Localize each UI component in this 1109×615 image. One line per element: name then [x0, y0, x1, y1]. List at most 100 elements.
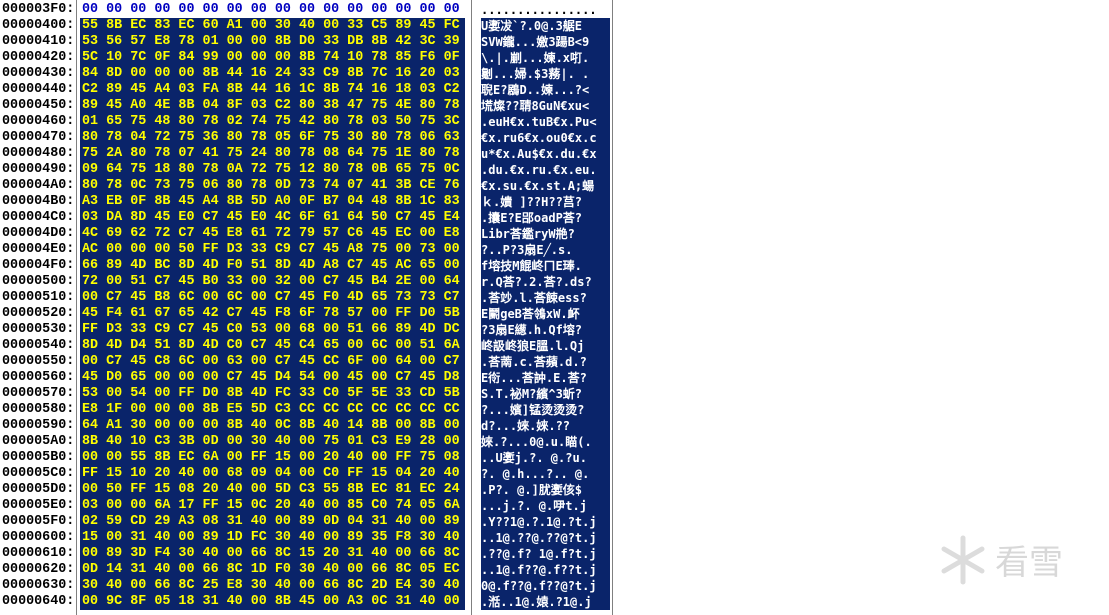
hex-bytes: 00 89 3D F4 30 40 00 66 8C 15 20 31 40 0… [80, 546, 465, 562]
ascii-text: .荅竗.l.荅餗ess? [481, 290, 610, 306]
address: 00000590: [2, 418, 75, 433]
hex-bytes: 00 C7 45 B8 6C 00 6C 00 C7 45 F0 4D 65 7… [80, 290, 465, 306]
address: 00000410: [2, 34, 75, 49]
ascii-text: .du.€x.ru.€x.eu. [481, 162, 610, 178]
address: 000005E0: [2, 498, 75, 513]
ascii-text: f塎技M餛峂ㄇE琫. [481, 258, 610, 274]
ascii-text: Libr荅鑑ryW艵? [481, 226, 610, 242]
address: 00000600: [2, 530, 75, 545]
hex-row: 000004E0: AC 00 00 00 50 FF D3 33 C9 C7 4… [0, 242, 612, 258]
address: 000004E0: [2, 242, 75, 257]
hex-row: 00000620: 0D 14 31 40 00 66 8C 1D F0 30 4… [0, 562, 612, 578]
hex-row: 00000410: 53 56 57 E8 78 01 00 00 8B D0 3… [0, 34, 612, 50]
ascii-text: 聣E?鶋D..媡...?< [481, 82, 610, 98]
hex-bytes: 00 00 55 8B EC 6A 00 FF 15 00 20 40 00 F… [80, 450, 465, 466]
separator [471, 0, 472, 615]
ascii-text: u*€x.Au$€x.du.€x [481, 146, 610, 162]
watermark: 看雪 [995, 543, 1063, 583]
ascii-text: d?...婡.婡.?? [481, 418, 610, 434]
ascii-text: E鬭geB荅鴒xW.衃 [481, 306, 610, 322]
hex-bytes: E8 1F 00 00 00 8B E5 5D C3 CC CC CC CC C… [80, 402, 465, 418]
hex-bytes: 5C 10 7C 0F 84 99 00 00 00 8B 74 10 78 8… [80, 50, 465, 66]
hex-row: 00000400: 55 8B EC 83 EC 60 A1 00 30 40 0… [0, 18, 612, 34]
hex-bytes: A3 EB 0F 8B 45 A4 8B 5D A0 0F B7 04 48 8… [80, 194, 465, 210]
hex-row: 00000520: 45 F4 61 67 65 42 C7 45 F8 6F 7… [0, 306, 612, 322]
hex-bytes: 64 A1 30 00 00 00 8B 40 0C 8B 40 14 8B 0… [80, 418, 465, 434]
hex-bytes: 8D 4D D4 51 8D 4D C0 C7 45 C4 65 00 6C 0… [80, 338, 465, 354]
hex-row: 000004F0: 66 89 4D BC 8D 4D F0 51 8D 4D A… [0, 258, 612, 274]
hex-bytes: 03 DA 8D 45 E0 C7 45 E0 4C 6F 61 64 50 C… [80, 210, 465, 226]
address: 000004A0: [2, 178, 75, 193]
ascii-text: .Y??1@.?.1@.?t.j [481, 514, 610, 530]
ascii-text: ..1@.??@.??@?t.j [481, 530, 610, 546]
address: 000004F0: [2, 258, 75, 273]
ascii-text: ｋ.嬇 ]??H??莒? [481, 194, 610, 210]
hex-row: 00000480: 75 2A 80 78 07 41 75 24 80 78 0… [0, 146, 612, 162]
ascii-text: .湉..1@.媴.?1@.j [481, 594, 610, 610]
ascii-text: r.Q荅?.2.荅?.ds? [481, 274, 610, 290]
hex-bytes: 53 56 57 E8 78 01 00 00 8B D0 33 DB 8B 4… [80, 34, 465, 50]
address: 00000430: [2, 66, 75, 81]
hex-bytes: 15 00 31 40 00 89 1D FC 30 40 00 89 35 F… [80, 530, 465, 546]
ascii-text: .攮E?E郘oadP荅? [481, 210, 610, 226]
hex-bytes: 72 00 51 C7 45 B0 33 00 32 00 C7 45 B4 2… [80, 274, 465, 290]
hex-bytes: 84 8D 00 00 00 8B 44 16 24 33 C9 8B 7C 1… [80, 66, 465, 82]
hex-row: 00000510: 00 C7 45 B8 6C 00 6C 00 C7 45 F… [0, 290, 612, 306]
hex-bytes: 80 78 0C 73 75 06 80 78 0D 73 74 07 41 3… [80, 178, 465, 194]
hex-bytes: AC 00 00 00 50 FF D3 33 C9 C7 45 A8 75 0… [80, 242, 465, 258]
address: 00000400: [2, 18, 75, 33]
address: 00000620: [2, 562, 75, 577]
hex-bytes: 75 2A 80 78 07 41 75 24 80 78 08 64 75 1… [80, 146, 465, 162]
hex-row: 00000600: 15 00 31 40 00 89 1D FC 30 40 0… [0, 530, 612, 546]
hex-row: 000004B0: A3 EB 0F 8B 45 A4 8B 5D A0 0F B… [0, 194, 612, 210]
hex-bytes: 80 78 04 72 75 36 80 78 05 6F 75 30 80 7… [80, 130, 465, 146]
ascii-text: E衑...荅訲.E.荅? [481, 370, 610, 386]
ascii-text: ................ [481, 3, 597, 17]
ascii-text: ?3扇E繱.h.Qf塎? [481, 322, 610, 338]
address: 00000550: [2, 354, 75, 369]
hex-bytes: 00 50 FF 15 08 20 40 00 5D C3 55 8B EC 8… [80, 482, 465, 498]
hex-bytes: 8B 40 10 C3 3B 0D 00 30 40 00 75 01 C3 E… [80, 434, 465, 450]
hex-row: 00000570: 53 00 54 00 FF D0 8B 4D FC 33 C… [0, 386, 612, 402]
hex-row: 00000530: FF D3 33 C9 C7 45 C0 53 00 68 0… [0, 322, 612, 338]
ascii-text: S.T.袐M?繽^3蚚? [481, 386, 610, 402]
hex-row: 000004C0: 03 DA 8D 45 E0 C7 45 E0 4C 6F 6… [0, 210, 612, 226]
hex-bytes: 55 8B EC 83 EC 60 A1 00 30 40 00 33 C5 8… [80, 18, 465, 34]
ascii-text: ?..P?3扇E╱.s. [481, 242, 610, 258]
address: 00000420: [2, 50, 75, 65]
ascii-text: ..1@.f??@.f??t.j [481, 562, 610, 578]
ascii-text: SVW鑨...嬓3踼B<9 [481, 34, 610, 50]
hex-row: 00000640: 00 9C 8F 05 18 31 40 00 8B 45 0… [0, 594, 612, 610]
address: 00000440: [2, 82, 75, 97]
address: 00000510: [2, 290, 75, 305]
ascii-text: €x.ru6€x.ou0€x.c [481, 130, 610, 146]
hex-row: 000005D0: 00 50 FF 15 08 20 40 00 5D C3 5… [0, 482, 612, 498]
hex-bytes: 09 64 75 18 80 78 0A 72 75 12 80 78 0B 6… [80, 162, 465, 178]
ascii-text: \.|.剻...媡.x咑. [481, 50, 610, 66]
hex-bytes: 01 65 75 48 80 78 02 74 75 42 80 78 03 5… [80, 114, 465, 130]
hex-row: 000005E0: 03 00 00 6A 17 FF 15 0C 20 40 0… [0, 498, 612, 514]
ascii-text: .??@.f? 1@.f?t.j [481, 546, 610, 562]
hex-row: 00000470: 80 78 04 72 75 36 80 78 05 6F 7… [0, 130, 612, 146]
hex-row: 00000580: E8 1F 00 00 00 8B E5 5D C3 CC C… [0, 402, 612, 418]
address: 00000580: [2, 402, 75, 417]
hex-bytes: C2 89 45 A4 03 FA 8B 44 16 1C 8B 74 16 1… [80, 82, 465, 98]
ascii-text: 婡.?...0@.u.瞄(. [481, 434, 610, 450]
address: 000005C0: [2, 466, 75, 481]
ascii-text: 劖...婦.$3蓩|. . [481, 66, 610, 82]
hex-row: 000003F0: 00 00 00 00 00 00 00 00 00 00 0… [0, 2, 612, 18]
separator [612, 0, 613, 615]
ascii-text: ..U嬱j.?. @.?u. [481, 450, 610, 466]
hex-bytes: 00 C7 45 C8 6C 00 63 00 C7 45 CC 6F 00 6… [80, 354, 465, 370]
address: 00000560: [2, 370, 75, 385]
address: 000004C0: [2, 210, 75, 225]
address: 00000450: [2, 98, 75, 113]
ascii-text: ...j.?. @.吚t.j [481, 498, 610, 514]
address: 00000540: [2, 338, 75, 353]
address: 000005F0: [2, 514, 75, 529]
address: 00000470: [2, 130, 75, 145]
address: 000003F0: [2, 2, 75, 17]
hex-row: 00000440: C2 89 45 A4 03 FA 8B 44 16 1C 8… [0, 82, 612, 98]
hex-row: 00000550: 00 C7 45 C8 6C 00 63 00 C7 45 C… [0, 354, 612, 370]
hex-bytes: FF 15 10 20 40 00 68 09 04 00 C0 FF 15 0… [80, 466, 465, 482]
